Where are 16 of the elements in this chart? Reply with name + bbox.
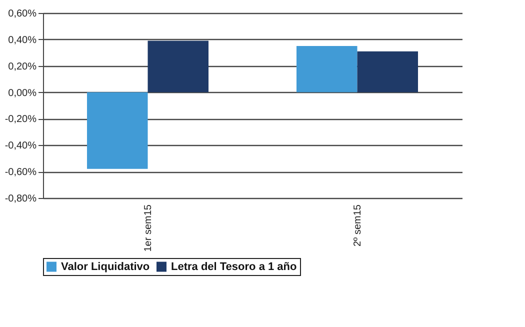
- x-tick-label: 2º sem15: [352, 204, 364, 247]
- x-tick-label: 1er sem15: [142, 204, 154, 252]
- y-tick-label: -0,40%: [4, 140, 37, 152]
- bar: [148, 40, 209, 92]
- legend-label: Letra del Tesoro a 1 año: [171, 260, 297, 273]
- bar: [357, 51, 418, 92]
- y-tick-label: 0,20%: [8, 61, 37, 72]
- bar: [296, 46, 358, 92]
- bar: [86, 92, 148, 169]
- y-tick-label: 0,00%: [8, 88, 37, 99]
- y-tick-label: -0,60%: [4, 167, 37, 178]
- y-tick-label: 0,40%: [8, 34, 37, 46]
- y-tick-label: -0,80%: [4, 194, 37, 204]
- y-tick-label: 0,60%: [8, 8, 37, 20]
- y-tick-label: -0,20%: [4, 114, 37, 126]
- legend-label: Valor Liquidativo: [61, 260, 150, 273]
